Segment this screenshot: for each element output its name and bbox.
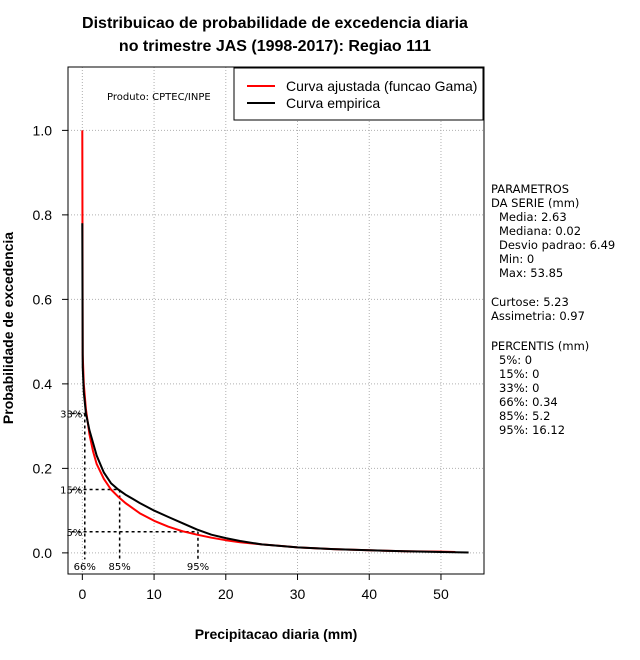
stat-curtose: Curtose: 5.23	[491, 295, 569, 309]
stats-header-2: DA SERIE (mm)	[491, 196, 579, 210]
x-tick-label: 40	[361, 586, 377, 602]
x-tick-label: 50	[433, 586, 449, 602]
percentile-95: 95%: 16.12	[499, 423, 565, 437]
stats-header-1: PARAMETROS	[491, 182, 569, 196]
x-tick-label: 10	[146, 586, 162, 602]
percentile-x-label: 66%	[74, 562, 96, 573]
percentile-33: 33%: 0	[499, 381, 539, 395]
chart-title-line-1: Distribuicao de probabilidade de exceden…	[82, 15, 468, 32]
grid-lines	[68, 67, 484, 574]
stat-desvio: Desvio padrao: 6.49	[499, 238, 615, 252]
y-axis-label: Probabilidade de excedencia	[0, 232, 16, 424]
x-tick-label: 20	[218, 586, 234, 602]
percentile-x-label: 85%	[109, 562, 131, 573]
plot-frame	[67, 66, 485, 575]
stat-min: Min: 0	[499, 252, 534, 266]
y-axis: 0.0 0.2 0.4 0.6 0.8 1.0	[33, 122, 68, 561]
series-line-empirical	[81, 223, 469, 554]
y-tick-label: 0.0	[33, 545, 53, 561]
y-tick-label: 0.6	[33, 291, 53, 307]
legend-box	[233, 67, 484, 121]
stat-mediana: Mediana: 0.02	[499, 224, 581, 238]
legend-label-fitted: Curva ajustada (funcao Gama)	[286, 78, 477, 94]
y-tick-label: 1.0	[33, 122, 53, 138]
percentile-y-label: 33%	[60, 409, 82, 420]
x-tick-label: 30	[290, 586, 306, 602]
y-tick-label: 0.2	[33, 460, 53, 476]
percentile-5: 5%: 0	[499, 353, 532, 367]
percentile-y-label: 15%	[60, 486, 82, 497]
y-tick-label: 0.8	[33, 207, 53, 223]
percentile-66: 66%: 0.34	[499, 395, 558, 409]
legend-label-empirical: Curva empirica	[286, 95, 380, 111]
chart-title-line-2: no trimestre JAS (1998-2017): Regiao 111	[119, 38, 431, 55]
stat-max: Max: 53.85	[499, 266, 563, 280]
data-series	[81, 130, 469, 554]
percentile-15: 15%: 0	[499, 367, 539, 381]
x-tick-label: 0	[78, 586, 86, 602]
stat-media: Media: 2.63	[499, 210, 567, 224]
percentile-markers: 33% 66% 15% 85% 5% 95%	[60, 409, 209, 572]
x-axis-label: Precipitacao diaria (mm)	[195, 626, 358, 642]
product-note: Produto: CPTEC/INPE	[107, 92, 211, 103]
y-tick-label: 0.4	[33, 376, 53, 392]
legend: Curva ajustada (funcao Gama) Curva empir…	[233, 67, 484, 121]
percentile-x-label: 95%	[187, 562, 209, 573]
stat-assimetria: Assimetria: 0.97	[491, 309, 585, 323]
percentiles-header: PERCENTIS (mm)	[491, 339, 589, 353]
stats-panel: PARAMETROS DA SERIE (mm) Media: 2.63 Med…	[491, 182, 615, 437]
x-axis: 0 10 20 30 40 50	[78, 574, 449, 602]
percentile-85: 85%: 5.2	[499, 409, 550, 423]
series-line-fitted	[81, 130, 456, 553]
percentile-y-label: 5%	[66, 528, 82, 539]
